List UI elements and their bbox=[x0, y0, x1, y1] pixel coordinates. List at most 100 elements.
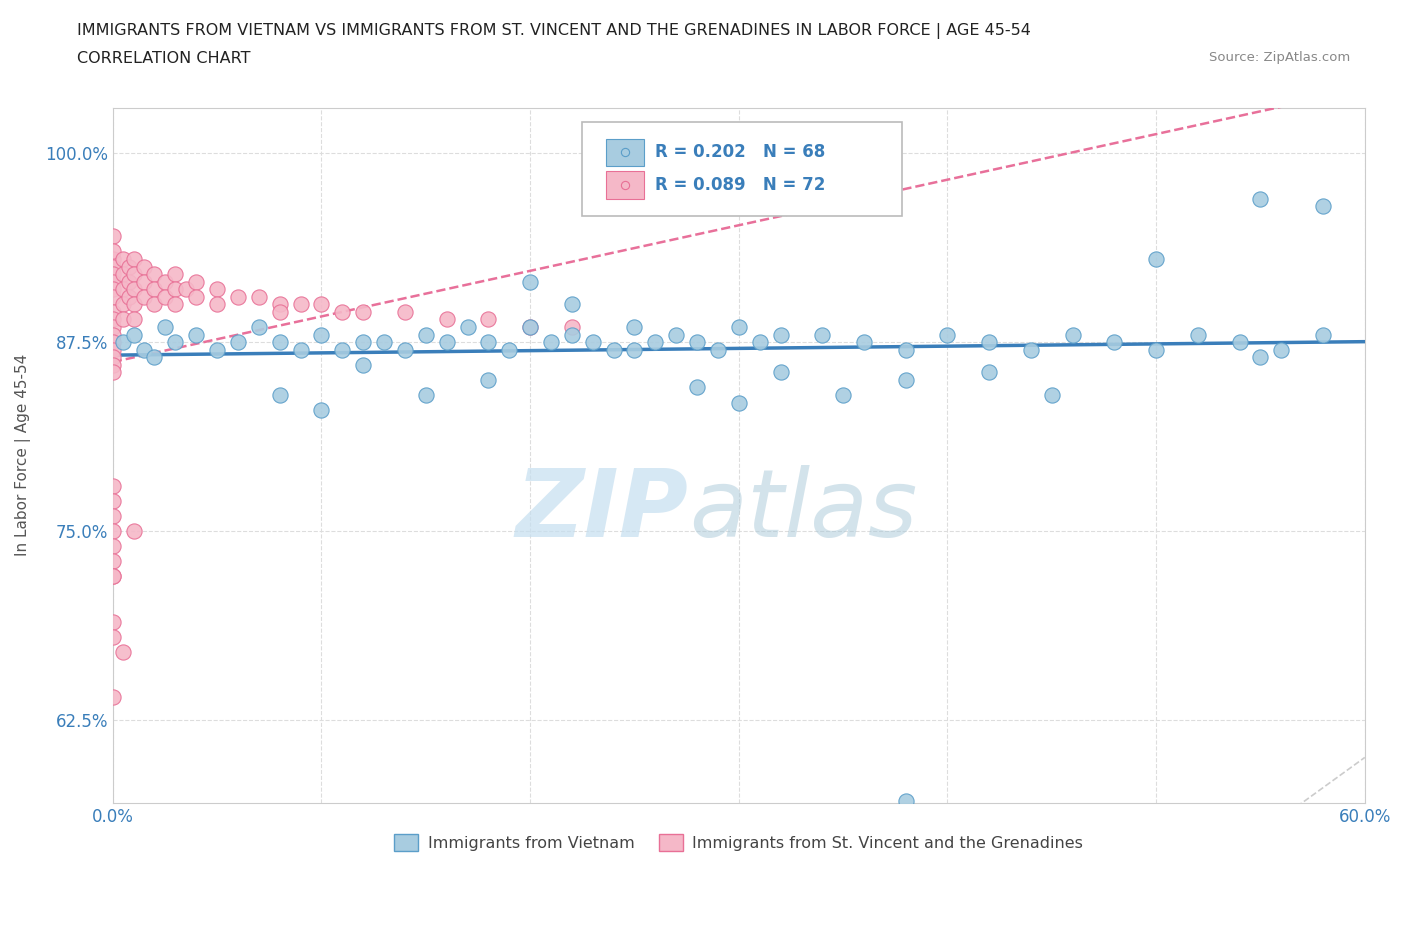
Point bbox=[101, 267, 124, 282]
Point bbox=[101, 569, 124, 584]
Point bbox=[1229, 335, 1251, 350]
Point bbox=[269, 297, 291, 312]
Text: Source: ZipAtlas.com: Source: ZipAtlas.com bbox=[1209, 51, 1350, 64]
Point bbox=[686, 380, 709, 395]
Point bbox=[143, 267, 166, 282]
Point bbox=[101, 327, 124, 342]
Point bbox=[101, 274, 124, 289]
Point bbox=[174, 282, 197, 297]
Point bbox=[290, 342, 312, 357]
Point bbox=[311, 403, 333, 418]
Point bbox=[118, 289, 141, 304]
Point bbox=[132, 342, 155, 357]
Point bbox=[153, 289, 176, 304]
Point bbox=[955, 313, 977, 328]
Point bbox=[101, 553, 124, 568]
Point bbox=[112, 335, 135, 350]
Point bbox=[269, 304, 291, 319]
Point bbox=[894, 794, 917, 809]
Point bbox=[936, 327, 959, 342]
Point bbox=[330, 342, 353, 357]
Text: IMMIGRANTS FROM VIETNAM VS IMMIGRANTS FROM ST. VINCENT AND THE GRENADINES IN LAB: IMMIGRANTS FROM VIETNAM VS IMMIGRANTS FR… bbox=[77, 23, 1031, 39]
FancyBboxPatch shape bbox=[582, 122, 901, 216]
Point bbox=[143, 350, 166, 365]
Point bbox=[498, 342, 520, 357]
Point bbox=[132, 274, 155, 289]
Point bbox=[186, 289, 208, 304]
Point bbox=[1040, 388, 1063, 403]
Y-axis label: In Labor Force | Age 45-54: In Labor Force | Age 45-54 bbox=[15, 354, 31, 556]
Point bbox=[290, 297, 312, 312]
Point bbox=[226, 335, 249, 350]
Point bbox=[727, 395, 749, 410]
Point bbox=[311, 327, 333, 342]
Point bbox=[118, 259, 141, 274]
Point bbox=[101, 538, 124, 553]
Point bbox=[101, 365, 124, 379]
Point bbox=[561, 320, 583, 335]
Point bbox=[519, 320, 541, 335]
Point bbox=[101, 630, 124, 644]
Point bbox=[519, 320, 541, 335]
Point bbox=[101, 252, 124, 267]
Point bbox=[373, 335, 395, 350]
Point bbox=[561, 327, 583, 342]
Point bbox=[226, 289, 249, 304]
Point bbox=[122, 524, 145, 538]
Point bbox=[101, 320, 124, 335]
Point bbox=[205, 342, 228, 357]
Point bbox=[415, 327, 437, 342]
Point bbox=[1144, 342, 1167, 357]
Point bbox=[165, 335, 187, 350]
Point bbox=[132, 289, 155, 304]
Point bbox=[186, 274, 208, 289]
Point bbox=[101, 259, 124, 274]
Point bbox=[101, 478, 124, 493]
Point bbox=[436, 312, 458, 326]
Point bbox=[112, 282, 135, 297]
Point bbox=[269, 335, 291, 350]
Point bbox=[101, 282, 124, 297]
Point bbox=[101, 357, 124, 372]
Point bbox=[101, 289, 124, 304]
Point bbox=[122, 297, 145, 312]
Point bbox=[477, 335, 499, 350]
Point bbox=[186, 327, 208, 342]
Point bbox=[101, 244, 124, 259]
Point bbox=[582, 335, 605, 350]
Point bbox=[153, 274, 176, 289]
Point bbox=[769, 365, 792, 379]
Point bbox=[101, 312, 124, 326]
Point bbox=[727, 320, 749, 335]
Point bbox=[853, 335, 876, 350]
FancyBboxPatch shape bbox=[606, 139, 644, 166]
Text: R = 0.089   N = 72: R = 0.089 N = 72 bbox=[655, 176, 825, 194]
Point bbox=[561, 297, 583, 312]
Point bbox=[707, 342, 730, 357]
Point bbox=[1019, 342, 1042, 357]
Point bbox=[101, 350, 124, 365]
Point bbox=[165, 297, 187, 312]
Point bbox=[112, 252, 135, 267]
Point bbox=[112, 267, 135, 282]
Point bbox=[165, 267, 187, 282]
Point bbox=[1312, 327, 1334, 342]
Point bbox=[352, 335, 374, 350]
Point bbox=[540, 335, 562, 350]
Point bbox=[519, 274, 541, 289]
Point bbox=[143, 282, 166, 297]
Point bbox=[1144, 252, 1167, 267]
Point bbox=[1104, 335, 1126, 350]
Point bbox=[457, 320, 479, 335]
Point bbox=[153, 320, 176, 335]
Point bbox=[122, 312, 145, 326]
Point bbox=[1249, 350, 1271, 365]
Point bbox=[205, 297, 228, 312]
Point bbox=[623, 342, 645, 357]
Point bbox=[894, 342, 917, 357]
Point bbox=[330, 304, 353, 319]
Point bbox=[644, 335, 666, 350]
Point bbox=[143, 297, 166, 312]
Point bbox=[955, 243, 977, 258]
Point bbox=[132, 259, 155, 274]
